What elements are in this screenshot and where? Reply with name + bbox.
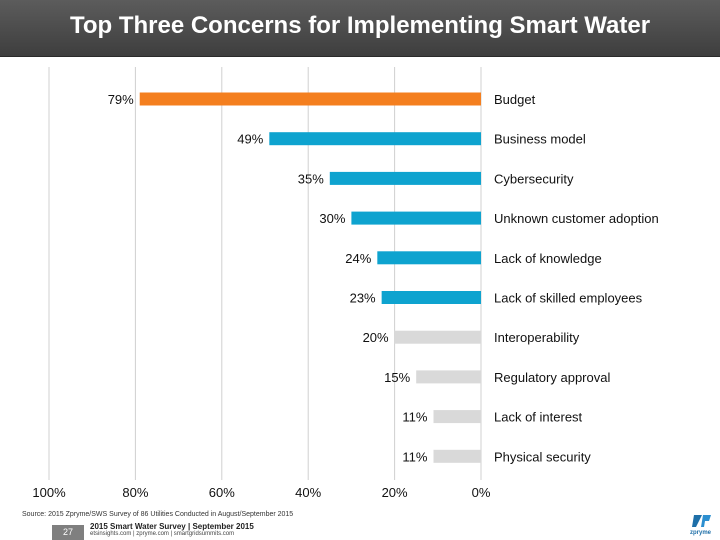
bar: [377, 251, 481, 265]
bar: [433, 449, 481, 463]
x-tick-label: 20%: [382, 485, 408, 500]
data-label: 79%: [108, 92, 134, 107]
x-tick-label: 80%: [122, 485, 148, 500]
bar: [394, 330, 481, 344]
bar: [381, 291, 481, 304]
category-label: Lack of knowledge: [494, 251, 602, 266]
bar-chart: 100% 80% 60% 40% 20% 0% 79% Budget 49% Business m…: [32, 67, 659, 500]
data-label: 30%: [319, 211, 345, 226]
data-label: 49%: [237, 132, 263, 147]
x-tick-label: 60%: [209, 485, 235, 500]
data-label: 20%: [363, 330, 389, 345]
data-label: 23%: [350, 291, 376, 306]
title-bar: Top Three Concerns for Implementing Smar…: [0, 0, 720, 57]
data-label: 15%: [384, 370, 410, 385]
category-label: Physical security: [494, 449, 591, 464]
page-title: Top Three Concerns for Implementing Smar…: [69, 12, 651, 39]
category-label: Unknown customer adoption: [494, 211, 659, 226]
bar: [351, 211, 481, 225]
category-label: Cybersecurity: [494, 171, 574, 186]
zpryme-logo: zpryme: [690, 513, 712, 539]
zpryme-logo-text: zpryme: [690, 530, 712, 536]
page-number: 27: [52, 525, 84, 540]
category-label: Regulatory approval: [494, 370, 610, 385]
x-tick-label: 40%: [295, 485, 321, 500]
data-label: 24%: [345, 251, 371, 266]
x-tick-label: 0%: [472, 485, 491, 500]
data-label: 35%: [298, 171, 324, 186]
zpryme-logo-icon: [692, 515, 711, 527]
bar: [416, 370, 481, 384]
data-label: 11%: [402, 449, 427, 464]
data-label: 11%: [402, 410, 427, 425]
x-tick-label: 100%: [32, 485, 66, 500]
footer-sites: etsinsights.com | zpryme.com | smartgrid…: [90, 531, 235, 537]
bar: [139, 92, 481, 106]
category-label: Business model: [494, 132, 586, 147]
category-label: Lack of interest: [494, 410, 583, 425]
category-label: Lack of skilled employees: [494, 291, 643, 306]
source-note: Source: 2015 Zpryme/SWS Survey of 86 Uti…: [22, 511, 294, 518]
footer-report-title: 2015 Smart Water Survey | September 2015: [90, 522, 254, 531]
category-label: Interoperability: [494, 330, 580, 345]
bar: [269, 132, 481, 146]
bar: [433, 410, 481, 424]
bar: [329, 171, 481, 185]
category-label: Budget: [494, 92, 536, 107]
